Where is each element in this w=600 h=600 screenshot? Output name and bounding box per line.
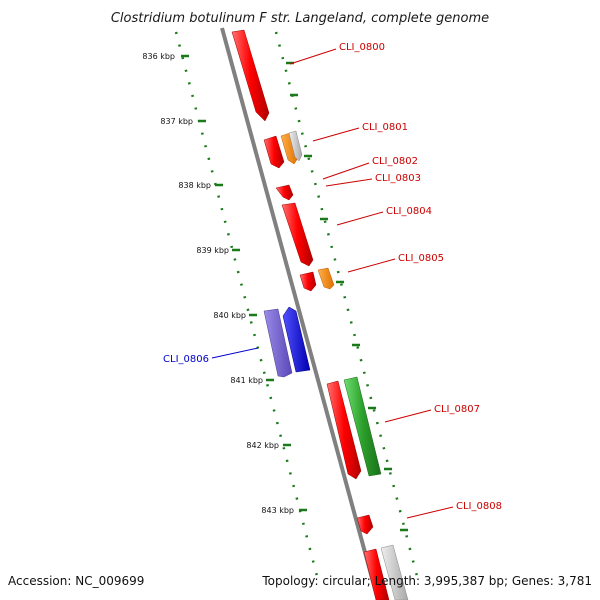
leader-line-cli-0801 [312, 127, 360, 142]
gene-label-cli-0802[interactable]: CLI_0802 [372, 156, 418, 167]
gene-arrow-cli-0805b[interactable] [317, 267, 335, 290]
gene-arrow-cli-0807a[interactable] [326, 380, 362, 480]
tick-label: 839 kbp [196, 246, 229, 255]
gene-arrow-cli-0804b[interactable] [281, 202, 314, 267]
right-ticks [286, 61, 408, 532]
gene-label-cli-0806[interactable]: CLI_0806 [163, 354, 209, 365]
gene-label-cli-0805[interactable]: CLI_0805 [398, 253, 444, 264]
accession-text: Accession: NC_009699 [8, 574, 144, 588]
tick-label: 838 kbp [178, 181, 211, 190]
gene-arrow-cli-0802[interactable] [280, 132, 299, 165]
gene-labels: CLI_0800 CLI_0801 CLI_0802 CLI_0803 CLI_… [163, 42, 502, 512]
page-title: Clostridium botulinum F str. Langeland, … [111, 11, 489, 26]
leader-line-cli-0802 [322, 162, 370, 180]
gene-label-cli-0807[interactable]: CLI_0807 [434, 404, 480, 415]
tick-label: 843 kbp [261, 506, 294, 515]
gene-label-cli-0800[interactable]: CLI_0800 [339, 42, 385, 53]
gene-arrow-gray-bottom[interactable] [380, 544, 409, 600]
gene-arrow-cli-0806b[interactable] [282, 306, 311, 373]
gene-arrow-cli-0808a[interactable] [356, 514, 374, 535]
gene-arrow-cli-0800[interactable] [231, 29, 270, 122]
gene-arrow-cli-0803[interactable] [288, 130, 303, 162]
gene-arrow-cli-0805a[interactable] [299, 271, 317, 292]
gene-arrow-cli-0804a[interactable] [275, 184, 294, 201]
leader-line-cli-0806 [211, 347, 259, 359]
leader-line-cli-0804 [336, 211, 384, 226]
genome-backbone [220, 27, 380, 600]
leader-line-cli-0805 [347, 258, 396, 273]
tick-label: 837 kbp [160, 117, 193, 126]
gene-label-cli-0803[interactable]: CLI_0803 [375, 173, 421, 184]
gene-arrow-cli-0806a[interactable] [263, 308, 293, 378]
tick-label: 836 kbp [142, 52, 175, 61]
leader-line-cli-0803 [325, 178, 373, 187]
tick-label: 841 kbp [230, 376, 263, 385]
tick-label: 840 kbp [213, 311, 246, 320]
gene-arrow-cli-0801[interactable] [263, 135, 285, 169]
leader-line-cli-0808 [406, 506, 454, 519]
gene-label-cli-0804[interactable]: CLI_0804 [386, 206, 432, 217]
genome-summary-text: Topology: circular; Length: 3,995,387 bp… [261, 574, 592, 588]
tick-label: 842 kbp [246, 441, 279, 450]
gene-arrow-cli-0808b[interactable] [363, 548, 390, 600]
gene-features [231, 29, 409, 600]
gene-label-cli-0801[interactable]: CLI_0801 [362, 122, 408, 133]
leader-line-cli-0807 [384, 409, 432, 423]
leader-line-cli-0800 [289, 48, 337, 65]
leader-lines [211, 48, 454, 519]
gene-label-cli-0808[interactable]: CLI_0808 [456, 501, 502, 512]
gene-arrow-cli-0807b[interactable] [343, 376, 382, 477]
tick-labels: 836 kbp 837 kbp 838 kbp 839 kbp 840 kbp … [142, 52, 294, 515]
left-ticks [181, 54, 307, 512]
